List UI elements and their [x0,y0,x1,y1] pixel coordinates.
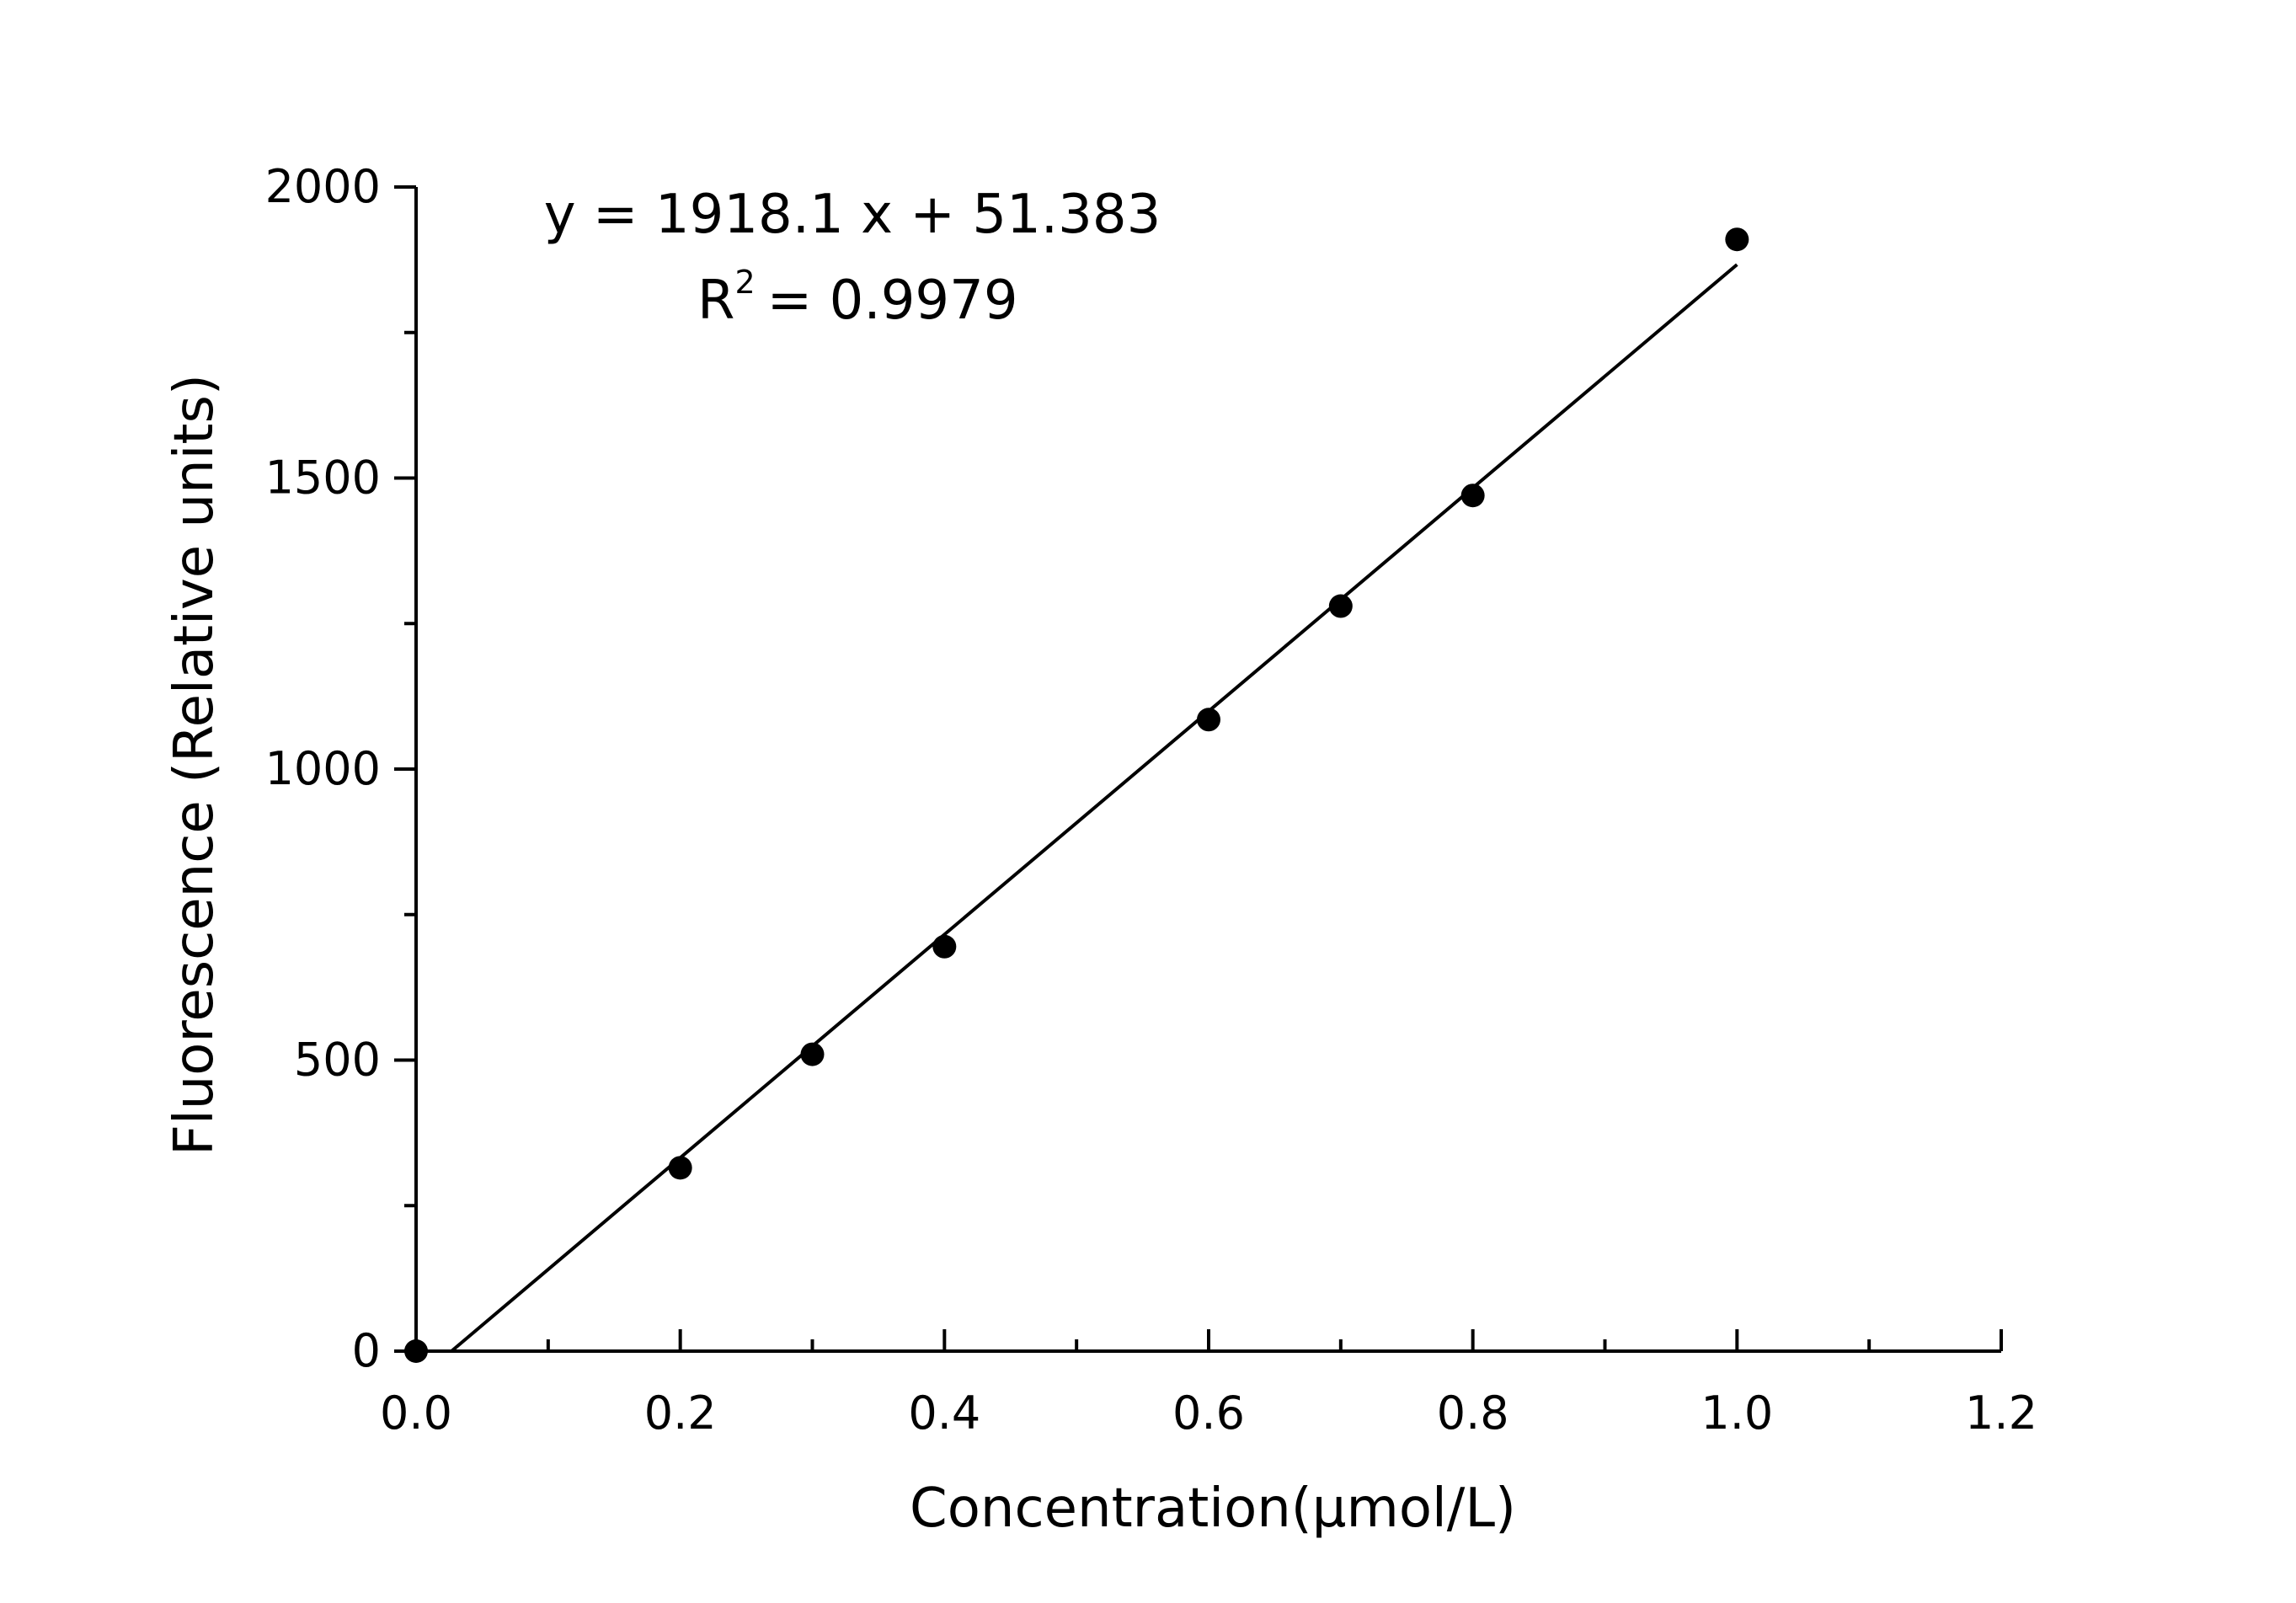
axes [394,185,2003,1353]
fit-line-group [451,263,1738,1353]
fit-line [451,263,1738,1353]
y-tick-label: 1000 [265,742,381,795]
x-axis-title: Concentration(μmol/L) [910,1477,1516,1540]
fit-equation-annotation: y = 1918.1 x + 51.383 R2 = 0.9979 [544,184,1161,332]
x-tick-label: 1.2 [1965,1387,2037,1440]
y-tick-label: 1500 [265,452,381,505]
data-points [404,227,1749,1363]
fit-equation: y = 1918.1 x + 51.383 [544,184,1161,246]
x-tick-label: 0.8 [1437,1387,1509,1440]
data-point [1328,594,1353,618]
data-point [404,1339,428,1363]
y-tick-label: 500 [294,1034,381,1087]
data-point [1197,708,1220,732]
data-point [1460,484,1485,508]
r-squared-label: R2 = 0.9979 [697,264,1018,332]
data-point [1725,227,1749,252]
y-axis-title: Fluorescence (Relative units) [163,374,226,1156]
y-tick-label: 2000 [265,160,381,213]
x-tick-label: 0.2 [644,1387,717,1440]
x-tick-label: 0.4 [908,1387,980,1440]
tick-labels: 0.0 0.2 0.4 0.6 0.8 1.0 1.2 0 500 1000 1500 2000 [265,160,2037,1440]
data-point [800,1042,825,1066]
y-tick-label: 0 [352,1324,381,1377]
data-point [668,1156,692,1180]
x-tick-label: 0.6 [1172,1387,1245,1440]
x-tick-label: 1.0 [1701,1387,1773,1440]
x-tick-label: 0.0 [380,1387,452,1440]
data-point [932,934,957,959]
